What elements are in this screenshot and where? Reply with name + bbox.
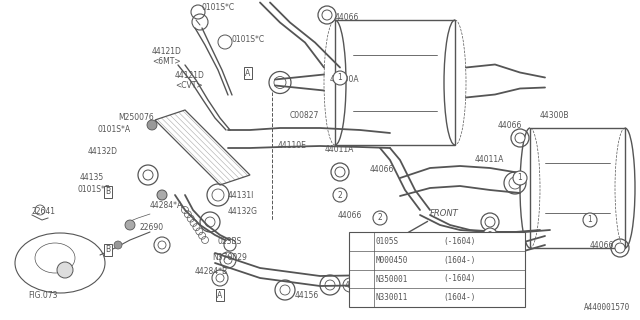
Text: 22690: 22690 [140,223,164,233]
Text: 023BS: 023BS [218,237,243,246]
Text: FRONT: FRONT [430,209,459,218]
Text: N370029: N370029 [212,253,247,262]
Circle shape [485,217,495,227]
Text: N330011: N330011 [376,293,408,302]
Text: 2: 2 [378,213,382,222]
Text: 44121D: 44121D [152,47,182,57]
Text: (-1604): (-1604) [444,275,476,284]
Text: (-1604): (-1604) [444,237,476,246]
Circle shape [356,272,370,286]
Circle shape [615,243,625,253]
Text: 1: 1 [360,238,365,244]
Circle shape [114,241,122,249]
Text: 44156: 44156 [295,291,319,300]
Text: 44011A: 44011A [325,146,355,155]
Text: 1: 1 [518,173,522,182]
Text: A: A [245,68,251,77]
Circle shape [333,188,347,202]
Text: 44132G: 44132G [228,207,258,217]
Bar [530,128,625,248]
Text: 44066: 44066 [370,165,394,174]
Text: 44200: 44200 [390,253,414,262]
Text: 0101S*A: 0101S*A [98,125,131,134]
Text: (1604-): (1604-) [444,293,476,302]
Text: M250076: M250076 [118,114,154,123]
Circle shape [333,71,347,85]
Text: 2: 2 [338,190,342,199]
Text: 44011A: 44011A [475,156,504,164]
Text: 0101S*C: 0101S*C [202,3,235,12]
Bar [335,20,455,145]
Circle shape [483,228,497,242]
Text: A: A [218,291,223,300]
Text: 44131I: 44131I [228,191,254,201]
Text: 0101S*B: 0101S*B [78,186,111,195]
Circle shape [515,133,525,143]
Text: 0101S*C: 0101S*C [232,36,265,44]
Text: N350001: N350001 [376,275,408,284]
Circle shape [513,171,527,185]
Text: B: B [106,188,111,196]
Circle shape [147,120,157,130]
Circle shape [157,190,167,200]
Text: B: B [106,245,111,254]
Text: 44196*A: 44196*A [345,281,378,290]
Text: 2: 2 [360,276,365,282]
Text: 44066: 44066 [338,211,362,220]
Text: 44300A: 44300A [330,76,360,84]
Text: 44132D: 44132D [88,148,118,156]
Circle shape [57,262,73,278]
Bar [349,232,525,307]
Circle shape [322,10,332,20]
Text: A440001570: A440001570 [584,303,630,312]
Text: 44121D: 44121D [175,70,205,79]
Text: C00827: C00827 [290,110,319,119]
Text: 44066: 44066 [590,241,614,250]
Circle shape [335,167,345,177]
Text: 22641: 22641 [32,207,56,217]
Text: 2: 2 [488,230,492,239]
Circle shape [373,211,387,225]
Text: 44284*A: 44284*A [150,201,183,210]
Text: (1604-): (1604-) [444,256,476,265]
Text: 1: 1 [588,215,593,225]
Text: FIG.073: FIG.073 [28,292,58,300]
Circle shape [125,220,135,230]
Text: 44110E: 44110E [278,140,307,149]
Text: 44066: 44066 [498,121,522,130]
Text: M000450: M000450 [376,256,408,265]
Text: 1: 1 [338,74,342,83]
Text: 0105S: 0105S [376,237,399,246]
Text: 44135: 44135 [80,173,104,182]
Text: 44284*B: 44284*B [195,268,228,276]
Text: 44066: 44066 [335,13,360,22]
Text: 44300B: 44300B [540,110,570,119]
Circle shape [356,234,370,248]
Text: <6MT>: <6MT> [152,58,180,67]
Circle shape [583,213,597,227]
Text: <CVT>: <CVT> [175,82,203,91]
